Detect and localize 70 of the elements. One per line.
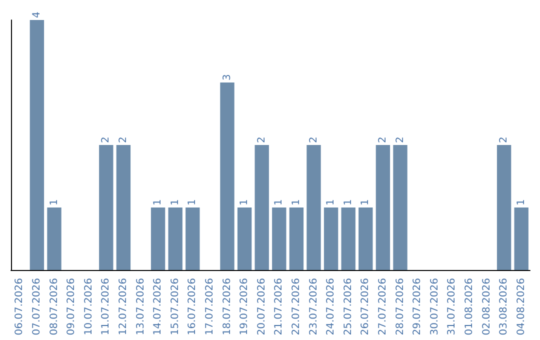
bar xyxy=(514,208,528,270)
data-label: 2 xyxy=(256,136,268,143)
bar xyxy=(150,208,166,270)
x-tick-label: 04.08.2026 xyxy=(516,278,527,336)
x-tick-label: 17.07.2026 xyxy=(204,278,216,336)
x-tick-label: 20.07.2026 xyxy=(256,278,268,336)
bar xyxy=(220,82,234,270)
bar xyxy=(168,208,182,270)
data-label: 1 xyxy=(326,199,337,206)
data-label: 1 xyxy=(187,199,198,206)
data-label: 1 xyxy=(239,199,250,206)
data-label: 1 xyxy=(342,199,354,206)
x-tick-label: 31.07.2026 xyxy=(446,278,458,336)
bar xyxy=(289,208,304,270)
bar xyxy=(47,208,62,270)
x-tick-label: 24.07.2026 xyxy=(326,278,337,336)
data-label: 2 xyxy=(394,136,406,143)
x-tick-label: 22.07.2026 xyxy=(290,278,302,336)
x-tick-label: 07.07.2026 xyxy=(31,278,42,336)
x-tick-label: 03.08.2026 xyxy=(498,278,510,336)
data-label: 1 xyxy=(516,199,527,206)
data-label: 1 xyxy=(170,199,181,206)
data-label: 1 xyxy=(48,199,60,206)
x-tick-label: 16.07.2026 xyxy=(187,278,198,336)
x-tick-label: 27.07.2026 xyxy=(377,278,388,336)
data-label: 2 xyxy=(498,136,510,143)
x-tick-label: 26.07.2026 xyxy=(360,278,372,336)
bar xyxy=(186,208,200,270)
data-label: 4 xyxy=(31,12,42,18)
x-tick-label: 23.07.2026 xyxy=(308,278,320,336)
bar xyxy=(237,208,252,270)
data-label: 1 xyxy=(274,199,285,206)
bar xyxy=(324,208,338,270)
bar xyxy=(341,208,356,270)
bar xyxy=(376,145,390,270)
bar xyxy=(306,145,321,270)
x-tick-label: 06.07.2026 xyxy=(14,278,26,336)
data-label: 3 xyxy=(222,74,233,80)
x-tick-label: 01.08.2026 xyxy=(464,278,475,336)
x-tick-label: 25.07.2026 xyxy=(342,278,354,336)
data-label: 1 xyxy=(152,199,164,206)
bar xyxy=(496,145,512,270)
data-label: 1 xyxy=(360,199,372,206)
x-tick-label: 21.07.2026 xyxy=(274,278,285,336)
x-tick-label: 29.07.2026 xyxy=(412,278,424,336)
data-label: 1 xyxy=(290,199,302,206)
data-label: 2 xyxy=(118,136,129,143)
bar xyxy=(30,20,44,270)
x-tick-label: 09.07.2026 xyxy=(66,278,78,336)
bar xyxy=(116,145,131,270)
x-tick-label: 18.07.2026 xyxy=(222,278,233,336)
data-label: 2 xyxy=(377,136,388,143)
bar xyxy=(254,145,269,270)
data-label: 2 xyxy=(308,136,320,143)
x-tick-label: 28.07.2026 xyxy=(394,278,406,336)
x-tick-label: 13.07.2026 xyxy=(135,278,146,336)
x-tick-label: 10.07.2026 xyxy=(83,278,94,336)
x-tick-label: 15.07.2026 xyxy=(170,278,181,336)
data-label: 2 xyxy=(100,136,112,143)
bar xyxy=(393,145,408,270)
x-tick-label: 02.08.2026 xyxy=(481,278,492,336)
bar xyxy=(99,145,114,270)
bar xyxy=(358,208,373,270)
x-tick-label: 30.07.2026 xyxy=(429,278,440,336)
x-tick-label: 12.07.2026 xyxy=(118,278,129,336)
x-tick-label: 08.07.2026 xyxy=(48,278,60,336)
bar xyxy=(272,208,286,270)
x-tick-label: 11.07.2026 xyxy=(100,278,112,336)
x-tick-label: 19.07.2026 xyxy=(239,278,250,336)
x-tick-label: 14.07.2026 xyxy=(152,278,164,336)
